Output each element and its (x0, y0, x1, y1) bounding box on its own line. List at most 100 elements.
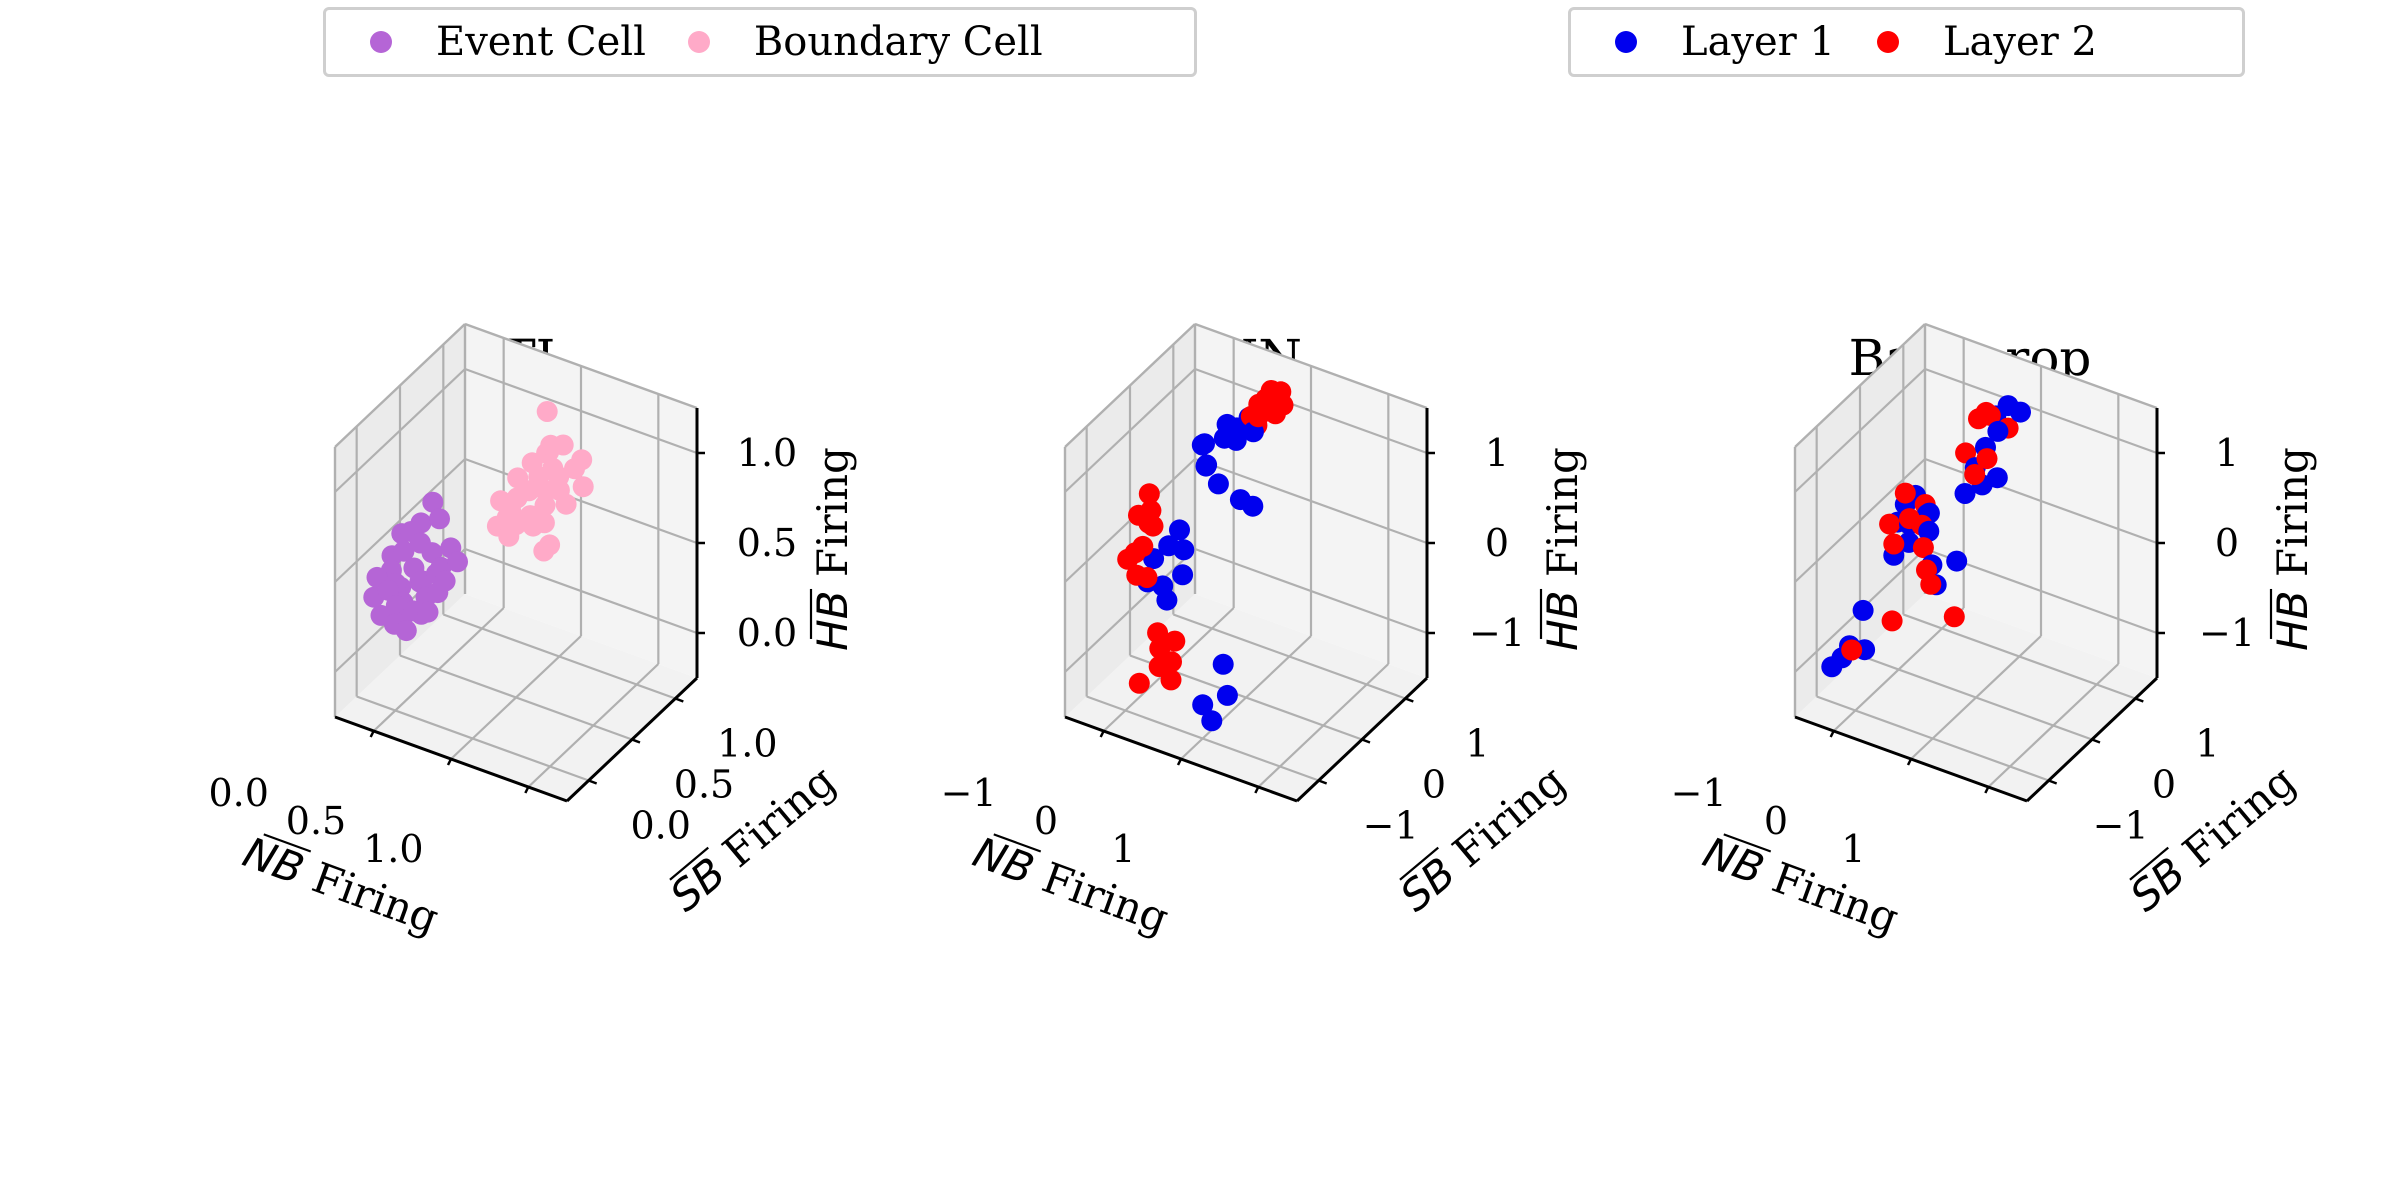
scatter-point (571, 449, 593, 471)
x-tick-label: 0.5 (286, 799, 346, 843)
scatter-point (1841, 639, 1863, 661)
legend-item-layer-1: Layer 1 (1615, 19, 1835, 65)
scatter-point (1161, 651, 1182, 673)
y-tick-label: 1 (2195, 722, 2219, 766)
legend-item-event-cell: Event Cell (370, 19, 646, 65)
z-tick-label: 1.0 (737, 431, 797, 475)
scatter-point (555, 493, 577, 515)
scatter-point (377, 579, 399, 601)
x-tick (446, 758, 453, 766)
scatter-point (533, 540, 555, 562)
z-axis-label: HB Firing (1538, 447, 1587, 651)
x-axis-label-text: NB Firing (1697, 828, 1905, 944)
x-tick-label: 0.0 (208, 771, 268, 815)
scatter-point (1124, 542, 1146, 564)
scatter-point (434, 570, 456, 592)
z-tick-label: −1 (1469, 611, 1525, 655)
x-tick (1984, 786, 1990, 794)
x-tick (1906, 758, 1913, 766)
y-tick-label: 1.0 (717, 722, 777, 766)
x-tick-label: −1 (941, 771, 997, 815)
legend-label: Layer 2 (1942, 19, 2097, 65)
y-tick (1404, 697, 1414, 703)
scatter-point (1894, 482, 1916, 504)
scatter-point (1920, 573, 1942, 595)
scatter-point (395, 620, 417, 642)
x-tick-label: 0 (1034, 799, 1058, 843)
scatter-point (1918, 520, 1940, 542)
x-tick (1099, 730, 1105, 738)
overline (1723, 833, 1772, 853)
scatter-point (1881, 610, 1903, 632)
x-tick-label: 1.0 (363, 827, 423, 871)
scatter-point (1912, 537, 1934, 559)
y-tick (1361, 738, 1371, 744)
z-axis-label-text: HB Firing (2268, 447, 2317, 651)
z-tick-label: 0.0 (737, 611, 797, 655)
x-axis-label-text: NB Firing (967, 828, 1175, 944)
x-tick-label: 0 (1764, 799, 1788, 843)
z-tick-label: 0 (2215, 521, 2239, 565)
scatter-point (518, 480, 540, 502)
scatter-point (422, 491, 444, 513)
pane-edge (334, 323, 466, 448)
y-tick (2048, 779, 2058, 785)
scatter-point (1987, 420, 2009, 442)
legend-cell-types: Event Cell Boundary Cell (323, 7, 1197, 77)
z-tick-label: 0.5 (737, 521, 797, 565)
scatter-point (1247, 406, 1269, 428)
scatter-point (534, 494, 556, 516)
legend-marker-icon (687, 31, 710, 53)
scatter-point (417, 601, 439, 623)
y-tick (588, 779, 598, 785)
legend-label: Layer 1 (1681, 19, 1835, 65)
x-tick (1829, 730, 1835, 738)
scatter-point (447, 551, 468, 573)
x-tick-label: 1 (1111, 827, 1135, 871)
scatter-point (1986, 467, 2008, 489)
scatter-point (1195, 455, 1217, 477)
y-tick-label: 0 (2152, 763, 2176, 807)
pane-edge (464, 322, 698, 410)
x-tick (369, 730, 375, 738)
scatter-point (1964, 464, 1986, 485)
scatter-point (1192, 694, 1214, 716)
y-tick (2134, 697, 2144, 703)
scatter-point (1225, 429, 1247, 451)
y-tick-label: 1 (1465, 722, 1489, 766)
scatter-point (540, 434, 562, 456)
panel-mtl: MTL 0.00.00.00.50.50.51.01.01.0NB Firing… (208, 322, 857, 943)
scatter-point (1954, 483, 1976, 504)
overline (669, 846, 709, 881)
legend-marker-icon (370, 31, 392, 53)
y-tick-label: −1 (1363, 804, 1419, 848)
scatter-point (1126, 564, 1148, 586)
overline (263, 833, 312, 853)
scatter-point (533, 512, 555, 534)
z-tick-label: 1 (1485, 431, 1509, 475)
gridline (1902, 613, 2136, 700)
scatter-point (1207, 473, 1229, 495)
z-axis-label: HB Firing (2268, 447, 2317, 651)
scatter-point (1272, 394, 1294, 416)
gridline (1794, 368, 1926, 493)
legend-layers: Layer 1 Layer 2 (1568, 7, 2245, 77)
scatter-point (1160, 669, 1182, 691)
scatter-point (1979, 404, 2001, 426)
scatter-point (1883, 533, 1905, 555)
legend-marker-icon (1876, 31, 1899, 53)
pane-edge (1194, 322, 1428, 410)
pane-edge (1064, 323, 1196, 448)
gridline (1924, 367, 2158, 455)
legend-item-boundary-cell: Boundary Cell (687, 19, 1043, 65)
x-tick (1254, 786, 1260, 794)
pane-edge (1794, 323, 1926, 448)
scatter-point (1943, 606, 1965, 628)
scatter-point (1140, 500, 1162, 522)
legend-marker-icon (1615, 31, 1637, 53)
scatter-point (1946, 550, 1968, 572)
scatter-point (1976, 448, 1998, 470)
scatter-point (572, 476, 594, 498)
